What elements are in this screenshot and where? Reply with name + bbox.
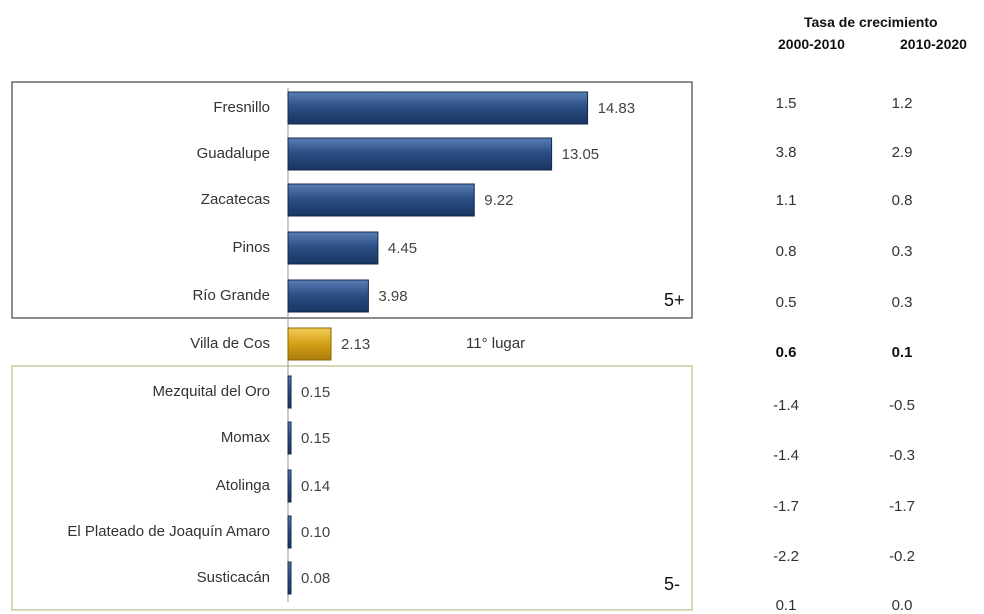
table-cell: -1.7 (773, 498, 799, 515)
category-label: Zacatecas (200, 191, 270, 208)
table-cell: 0.1 (891, 344, 913, 361)
table-cell: -2.2 (773, 548, 799, 565)
data-label: 4.45 (387, 240, 418, 257)
category-label: Momax (220, 429, 270, 446)
top-group-box (11, 81, 693, 319)
bar-highlight (287, 327, 332, 361)
highlight-note: 11° lugar (466, 335, 526, 352)
category-label: Guadalupe (196, 145, 270, 162)
data-label: 0.15 (301, 384, 331, 401)
bar (287, 515, 292, 549)
bar (287, 231, 379, 265)
table-title: Tasa de crecimiento (804, 14, 938, 30)
data-label: 13.05 (561, 146, 600, 163)
data-label: 0.10 (301, 524, 331, 541)
table-cell: 0.6 (775, 344, 797, 361)
table-cell: -0.3 (889, 447, 915, 464)
table-cell: 0.0 (891, 597, 913, 614)
data-label: 14.83 (597, 100, 636, 117)
table-cell: 1.5 (775, 95, 797, 112)
table-cell: 0.8 (891, 192, 913, 209)
table-cell: 2.9 (891, 144, 913, 161)
category-label: Villa de Cos (190, 335, 270, 352)
top-group-label: 5+ (664, 290, 685, 310)
data-label: 0.14 (301, 478, 331, 495)
table-column-1: 2000-2010 (778, 36, 845, 52)
bottom-group-label: 5- (664, 574, 681, 594)
table-cell: -1.4 (773, 397, 799, 414)
bar (287, 421, 292, 455)
data-label: 0.15 (301, 430, 331, 447)
bottom-group-box (11, 365, 693, 611)
data-label: 0.08 (301, 570, 331, 587)
category-label: Atolinga (215, 477, 270, 494)
table-cell: -0.5 (889, 397, 915, 414)
table-cell: 0.1 (775, 597, 797, 614)
table-cell: 0.5 (775, 294, 797, 311)
category-label: Río Grande (192, 287, 270, 304)
category-label: Pinos (232, 239, 270, 256)
bar (287, 279, 369, 313)
table-column-2: 2010-2020 (900, 36, 967, 52)
table-cell: -1.7 (889, 498, 915, 515)
data-label: 9.22 (484, 192, 514, 209)
data-label: 3.98 (378, 288, 408, 305)
category-label: Susticacán (196, 569, 270, 586)
data-label: 2.13 (341, 336, 371, 353)
table-cell: 3.8 (775, 144, 797, 161)
table-cell: -1.4 (773, 447, 799, 464)
bar (287, 469, 292, 503)
category-label: El Plateado de Joaquín Amaro (67, 523, 270, 540)
category-label: Fresnillo (213, 99, 270, 116)
bar (287, 561, 292, 595)
table-cell: 1.1 (775, 192, 797, 209)
bar (287, 375, 292, 409)
table-cell: 1.2 (891, 95, 913, 112)
table-cell: 0.3 (891, 294, 913, 311)
table-cell: -0.2 (889, 548, 915, 565)
table-cell: 0.3 (891, 243, 913, 260)
bar (287, 137, 553, 171)
bar (287, 183, 475, 217)
table-cell: 0.8 (775, 243, 797, 260)
bar (287, 91, 589, 125)
category-label: Mezquital del Oro (152, 383, 270, 400)
